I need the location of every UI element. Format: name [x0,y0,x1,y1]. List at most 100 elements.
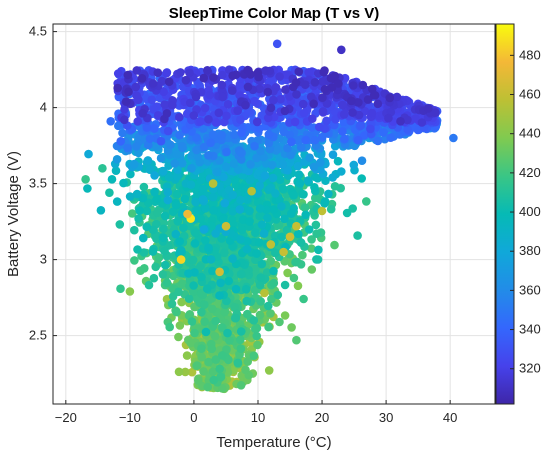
scatter-point [358,80,368,90]
scatter-point [255,181,264,191]
scatter-point [255,280,265,290]
scatter-point [263,87,273,97]
scatter-point [149,273,159,283]
scatter-point [231,313,241,323]
highlight-point [183,209,192,219]
scatter-point [264,322,273,332]
scatter-point [285,92,294,101]
scatter-point [162,109,172,118]
scatter-point [156,153,166,163]
scatter-point [131,82,141,92]
scatter-point [172,307,181,317]
scatter-point [403,115,412,125]
plot-frame [52,23,496,405]
scatter-point [337,167,346,176]
scatter-point [256,273,266,282]
scatter-point [203,382,212,392]
scatter-point [119,178,128,188]
scatter-point [200,103,210,113]
scatter-point [301,80,310,89]
scatter-point [107,175,117,184]
colorbar-tick-label: 460 [519,87,541,102]
scatter-point [145,134,155,143]
scatter-point [320,85,330,94]
scatter-point [178,142,187,151]
y-axis-ticks: 2.5 3 3.5 4 4.5 [29,24,57,343]
scatter-point [369,90,379,100]
scatter-point [224,276,233,286]
scatter-point [206,255,216,264]
scatter-point [180,194,190,204]
scatter-point [162,68,171,78]
scatter-point [111,166,121,175]
scatter-point [182,351,192,360]
scatter-point [362,197,371,206]
scatter-point [301,135,311,145]
scatter-point [318,107,328,116]
x-tick-label: 10 [251,410,265,425]
scatter-point [263,113,273,123]
scatter-point [255,310,265,320]
x-axis-ticks: −20 −10 0 10 20 30 40 [55,400,457,425]
scatter-point [192,361,202,370]
outlier-point [112,155,122,164]
y-tick-label: 2.5 [29,328,47,343]
scatter-point [162,278,172,288]
highlight-point [215,267,224,277]
scatter-point [252,117,262,127]
scatter-point [283,165,292,175]
scatter-point [200,317,209,327]
scatter-point [208,199,218,208]
x-tick-label: 20 [315,410,329,425]
scatter-point [287,323,296,332]
scatter-point [197,344,206,354]
scatter-point [349,81,358,90]
scatter-point [142,206,152,216]
scatter-point [254,72,263,82]
scatter-point [275,175,285,184]
scatter-point [237,155,246,164]
scatter-point [171,200,181,210]
scatter-point [202,284,212,294]
highlight-point [292,221,301,231]
scatter-point [340,134,349,144]
scatter-point [291,78,301,87]
scatter-point [173,172,182,181]
scatter-point [175,112,184,122]
scatter-point [179,223,188,233]
scatter-point [196,175,206,185]
colorbar-tick-label: 440 [519,126,541,141]
scatter-point [236,381,246,390]
scatter-point [186,180,196,189]
highlight-point [317,206,327,216]
scatter-point [134,214,143,223]
scatter-point [250,141,259,151]
highlight-point [221,221,231,231]
scatter-point [279,127,289,137]
scatter-point [253,340,262,350]
scatter-point [252,249,261,258]
scatter-point [215,156,224,165]
scatter-point [249,351,259,361]
scatter-point [197,352,206,362]
scatter-point [363,95,373,104]
scatter-point [280,106,290,116]
scatter-point [153,208,162,218]
scatter-point [160,246,169,256]
scatter-point [204,243,213,252]
scatter-point [185,68,194,78]
x-tick-label: 40 [443,410,457,425]
scatter-point [318,77,327,86]
scatter-point [299,190,308,199]
scatter-point [275,317,284,327]
scatter-point [293,161,303,171]
scatter-point [242,195,252,204]
colorbar-tick-label: 480 [519,47,541,62]
scatter-point [241,285,251,294]
scatter-point [171,229,181,239]
scatter-point [200,142,209,152]
scatter-point [282,70,292,79]
scatter-point [163,126,173,136]
scatter-point [310,183,319,192]
scatter-point [259,229,269,238]
